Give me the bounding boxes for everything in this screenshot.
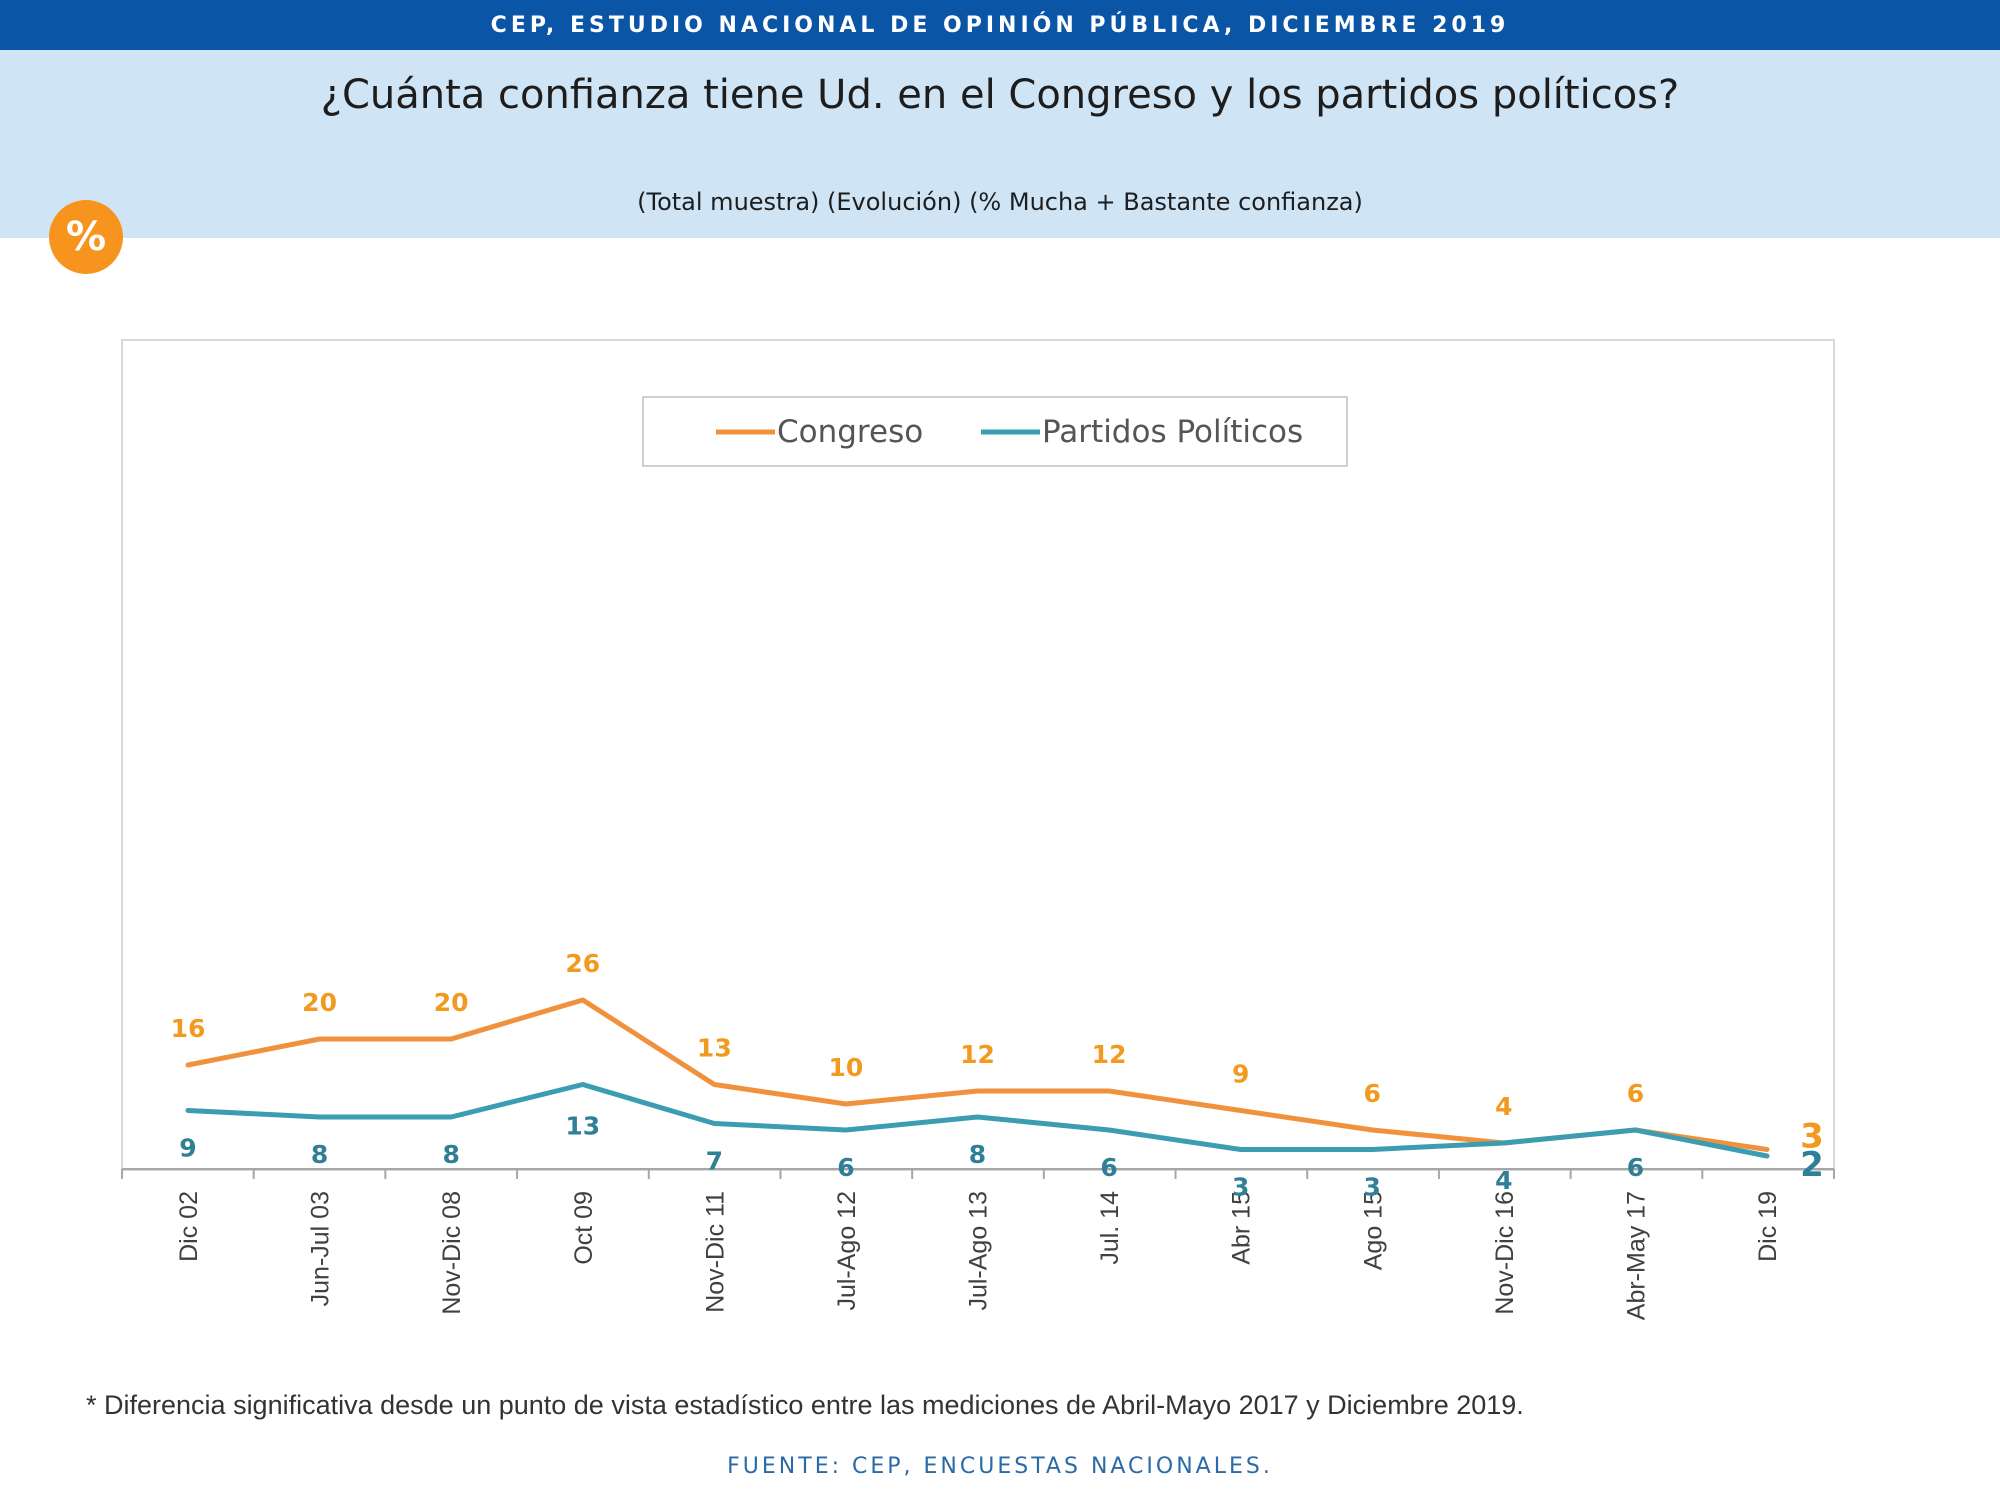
x-tick-label: Ago 15: [1359, 1191, 1387, 1270]
data-label-partidos-politicos: 3: [1232, 1173, 1249, 1202]
x-tick-label: Jun-Jul 03: [307, 1191, 335, 1306]
x-tick-label: Nov-Dic 16: [1491, 1191, 1519, 1315]
source-note: FUENTE: CEP, ENCUESTAS NACIONALES.: [727, 1454, 1273, 1479]
percent-badge-icon: %: [49, 200, 123, 274]
data-label-congreso: 20: [434, 988, 469, 1017]
chart-title: ¿Cuánta confianza tiene Ud. en el Congre…: [320, 72, 1680, 118]
x-tick-label: Abr-May 17: [1622, 1191, 1650, 1320]
data-label-partidos-politicos: 9: [179, 1134, 196, 1163]
x-tick-label: Dic 19: [1754, 1191, 1782, 1262]
series-line-partidos-politicos: [185, 1082, 1770, 1159]
legend-label-partidos: Partidos Políticos: [1042, 414, 1303, 450]
data-label-partidos-politicos: 6: [1627, 1153, 1644, 1182]
data-label-partidos-politicos: 2: [1800, 1145, 1824, 1185]
data-label-partidos-politicos: 8: [311, 1140, 328, 1169]
data-label-congreso: 4: [1495, 1092, 1512, 1121]
data-label-partidos-politicos: 8: [442, 1140, 459, 1169]
x-tick-label: Jul-Ago 12: [833, 1191, 861, 1311]
data-label-partidos-politicos: 3: [1364, 1173, 1381, 1202]
data-label-congreso: 12: [1092, 1040, 1127, 1069]
chart-subtitle: (Total muestra) (Evolución) (% Mucha + B…: [637, 188, 1363, 216]
x-tick-label: Nov-Dic 08: [438, 1191, 466, 1315]
top-banner: CEP, ESTUDIO NACIONAL DE OPINIÓN PÚBLICA…: [0, 0, 2000, 50]
data-label-congreso: 6: [1627, 1079, 1644, 1108]
data-label-partidos-politicos: 7: [706, 1147, 723, 1176]
header-band: [0, 50, 2000, 238]
data-label-partidos-politicos: 13: [565, 1112, 600, 1141]
x-tick-label: Jul-Ago 13: [965, 1191, 993, 1311]
data-label-congreso: 9: [1232, 1060, 1249, 1089]
legend: Congreso Partidos Políticos: [642, 396, 1348, 467]
x-tick-label: Dic 02: [175, 1191, 203, 1262]
data-label-partidos-politicos: 6: [1100, 1153, 1117, 1182]
footnote: * Diferencia significativa desde un punt…: [86, 1390, 1524, 1420]
data-label-partidos-politicos: 6: [837, 1153, 854, 1182]
x-tick-label: Nov-Dic 11: [701, 1191, 729, 1313]
x-tick-label: Jul. 14: [1096, 1191, 1124, 1265]
data-label-partidos-politicos: 8: [969, 1140, 986, 1169]
data-label-congreso: 3: [1800, 1117, 1824, 1157]
legend-label-congreso: Congreso: [777, 414, 923, 450]
data-label-congreso: 6: [1364, 1079, 1381, 1108]
x-tick-label: Abr 15: [1228, 1191, 1256, 1265]
data-label-congreso: 13: [697, 1034, 732, 1063]
data-label-partidos-politicos: 4: [1495, 1166, 1512, 1195]
chart-marks: Dic 02 Jun-Jul 03 Nov-Dic 08 Oct 09 Nov-Dic …: [121, 949, 1835, 1320]
x-tick-label: Oct 09: [570, 1191, 598, 1265]
banner-text: CEP, ESTUDIO NACIONAL DE OPINIÓN PÚBLICA…: [490, 12, 1510, 38]
data-label-congreso: 20: [302, 988, 337, 1017]
data-label-congreso: 26: [565, 949, 600, 978]
data-label-congreso: 16: [171, 1014, 206, 1043]
data-label-congreso: 12: [960, 1040, 995, 1069]
data-label-congreso: 10: [829, 1053, 864, 1082]
series-line-congreso: [185, 997, 1770, 1152]
